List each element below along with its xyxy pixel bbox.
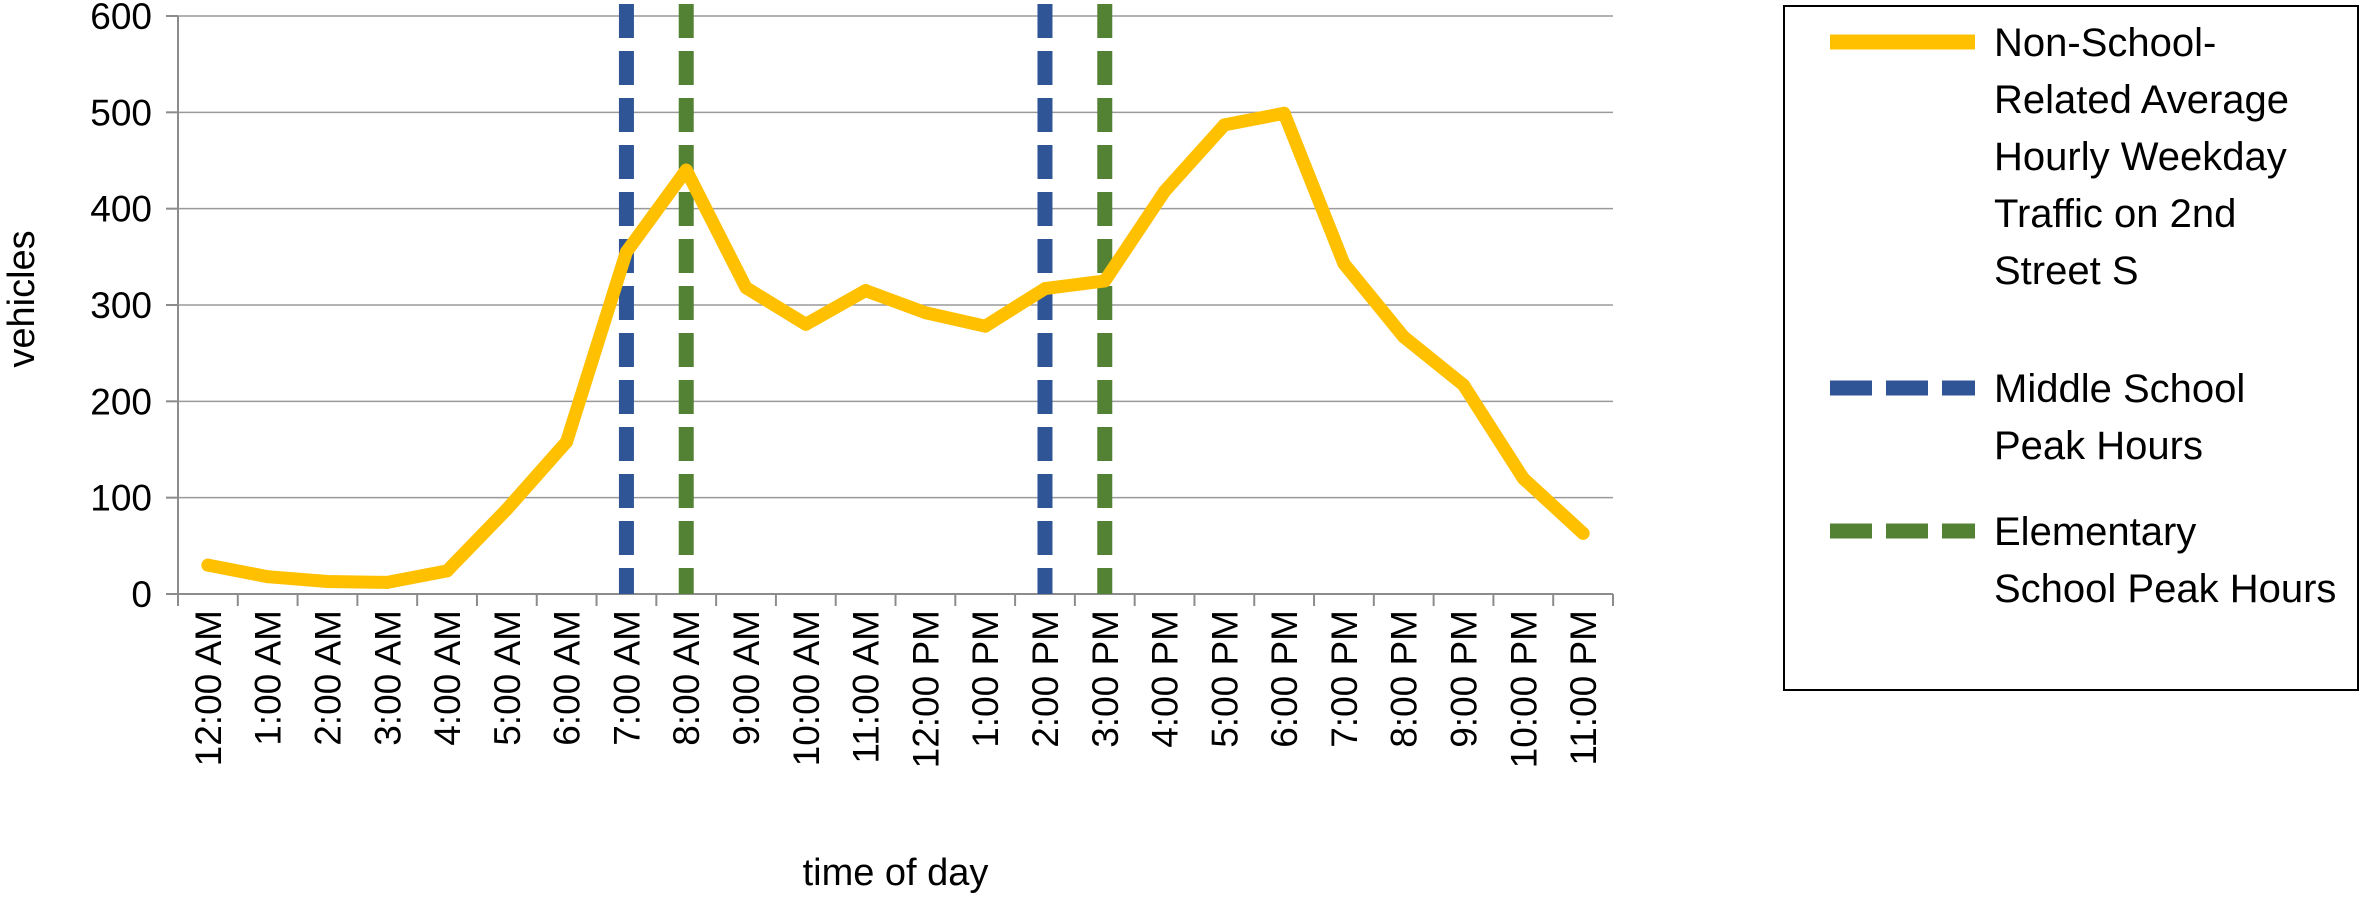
data-point (1038, 282, 1052, 296)
x-tick-label: 9:00 PM (1444, 610, 1485, 748)
data-point (1217, 118, 1231, 132)
series-layer (201, 106, 1590, 589)
x-tick-label: 6:00 AM (547, 610, 588, 746)
x-tick-label: 3:00 PM (1085, 610, 1126, 748)
x-tick-label: 7:00 PM (1324, 610, 1365, 748)
data-point (859, 284, 873, 298)
x-tick-labels: 12:00 AM 1:00 AM 2:00 AM 3:00 AM 4:00 AM 5:00… (188, 610, 1604, 768)
x-tick-label: 2:00 AM (307, 610, 348, 746)
data-point (380, 575, 394, 589)
x-tick-label: 8:00 PM (1384, 610, 1425, 748)
legend-label: Hourly Weekday (1994, 135, 2287, 179)
y-tick-label: 200 (90, 381, 152, 422)
data-point (440, 564, 454, 578)
data-point (320, 574, 334, 588)
y-tick-label: 600 (90, 0, 152, 37)
x-tick-label: 6:00 PM (1264, 610, 1305, 748)
data-point (918, 306, 932, 320)
legend-label: Elementary (1994, 510, 2196, 554)
x-tick-label: 5:00 PM (1204, 610, 1245, 748)
x-tick-label: 10:00 PM (1503, 610, 1544, 768)
legend-label: Peak Hours (1994, 424, 2203, 468)
y-tick-label: 500 (90, 92, 152, 133)
data-point (1098, 274, 1112, 288)
data-point (261, 570, 275, 584)
data-point (201, 558, 215, 572)
legend-label: Related Average (1994, 78, 2289, 122)
x-tick-label: 8:00 AM (666, 610, 707, 746)
legend-item-middle-school: Middle School Peak Hours (1830, 367, 2245, 468)
data-point (799, 317, 813, 331)
legend-box (1783, 5, 2359, 691)
y-tick-label: 400 (90, 189, 152, 230)
data-point (500, 502, 514, 516)
gridlines (178, 15, 1613, 499)
x-tick-label: 11:00 AM (846, 610, 887, 764)
peak-hour-lines (618, 4, 1113, 594)
y-tick-label: 100 (90, 478, 152, 519)
legend: Non-School- Related Average Hourly Weekday… (1783, 5, 2359, 691)
x-tick-label: 1:00 AM (248, 610, 289, 746)
data-point (1516, 471, 1530, 485)
legend-label: Street S (1994, 249, 2139, 293)
x-tick-label: 5:00 AM (487, 610, 528, 746)
series-line-traffic (201, 106, 1590, 589)
data-point (679, 163, 693, 177)
x-tick-label: 7:00 AM (606, 610, 647, 746)
x-tick-label: 4:00 PM (1145, 610, 1186, 748)
legend-item-elementary-school: Elementary School Peak Hours (1830, 510, 2336, 611)
x-tick-label: 12:00 AM (188, 610, 229, 766)
x-axis-title: time of day (803, 852, 989, 894)
legend-label: Middle School (1994, 367, 2245, 411)
data-point (1337, 257, 1351, 271)
y-tick-label: 300 (90, 285, 152, 326)
y-tick-label: 0 (131, 574, 152, 615)
y-axis-title: vehicles (1, 230, 43, 367)
x-tick-label: 4:00 AM (427, 610, 468, 746)
legend-item-traffic: Non-School- Related Average Hourly Weekday… (1830, 21, 2289, 293)
y-tick-labels: 0 100 200 300 400 500 600 (90, 0, 152, 615)
data-point (1397, 330, 1411, 344)
data-point (1277, 106, 1291, 120)
x-tick-label: 11:00 PM (1563, 610, 1604, 766)
data-point (619, 245, 633, 259)
data-point (978, 319, 992, 333)
x-tick-label: 9:00 AM (726, 610, 767, 746)
x-tick-label: 3:00 AM (367, 610, 408, 746)
legend-label: Non-School- (1994, 21, 2216, 65)
legend-label: Traffic on 2nd (1994, 192, 2236, 236)
data-point (1158, 184, 1172, 198)
x-tick-label: 1:00 PM (965, 610, 1006, 748)
axes (166, 15, 1614, 606)
x-tick-label: 10:00 AM (786, 610, 827, 766)
x-tick-label: 2:00 PM (1025, 610, 1066, 748)
data-point (1457, 378, 1471, 392)
data-point (739, 281, 753, 295)
legend-label: School Peak Hours (1994, 567, 2336, 611)
data-point (560, 435, 574, 449)
x-tick-label: 12:00 PM (905, 610, 946, 768)
data-point (1576, 526, 1590, 540)
